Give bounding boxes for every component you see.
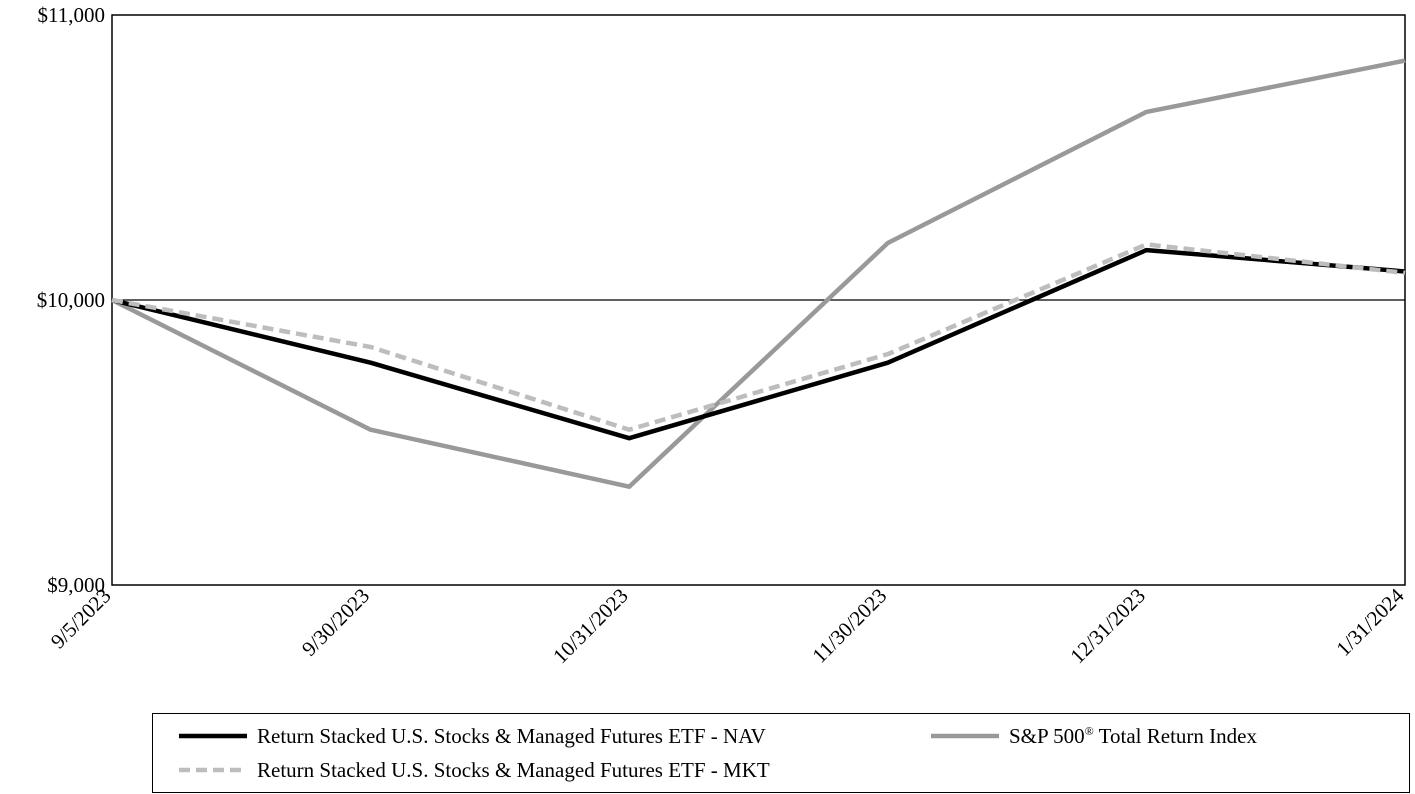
series-line-2 xyxy=(110,58,1406,489)
legend-item-sp500: S&P 500® Total Return Index xyxy=(929,721,1257,751)
series-lines xyxy=(110,58,1406,489)
legend-item-mkt: Return Stacked U.S. Stocks & Managed Fut… xyxy=(177,755,770,785)
line-chart: $9,000$10,000$11,000 9/5/2023 9/30/2023 10… xyxy=(37,3,1409,668)
legend: Return Stacked U.S. Stocks & Managed Fut… xyxy=(152,713,1410,793)
legend-item-nav: Return Stacked U.S. Stocks & Managed Fut… xyxy=(177,721,766,751)
legend-swatch-sp500 xyxy=(931,733,999,739)
x-tick-label: 9/30/2023 xyxy=(297,584,374,661)
legend-label-nav: Return Stacked U.S. Stocks & Managed Fut… xyxy=(257,723,766,748)
legend-label-mkt: Return Stacked U.S. Stocks & Managed Fut… xyxy=(257,757,770,782)
legend-label-sp500: S&P 500® Total Return Index xyxy=(1009,723,1257,748)
legend-swatch-mkt xyxy=(179,767,247,773)
x-tick-label: 1/31/2024 xyxy=(1331,583,1409,661)
y-axis-ticks: $9,000 $10,000 $11,000 xyxy=(37,3,105,597)
x-tick-label: 10/31/2023 xyxy=(548,584,633,669)
y-tick-label: $9,000 xyxy=(47,573,105,597)
y-tick-label: $10,000 xyxy=(37,288,105,312)
series-line-1 xyxy=(111,242,1406,432)
x-tick-label: 11/30/2023 xyxy=(807,584,891,668)
y-tick-label: $11,000 xyxy=(38,3,105,27)
series-line-0 xyxy=(111,247,1406,441)
legend-swatch-nav xyxy=(179,733,247,739)
x-tick-label: 12/31/2023 xyxy=(1065,584,1150,669)
x-axis-ticks: 9/5/2023 9/30/2023 10/31/2023 11/30/2023 12/… xyxy=(46,583,1409,668)
